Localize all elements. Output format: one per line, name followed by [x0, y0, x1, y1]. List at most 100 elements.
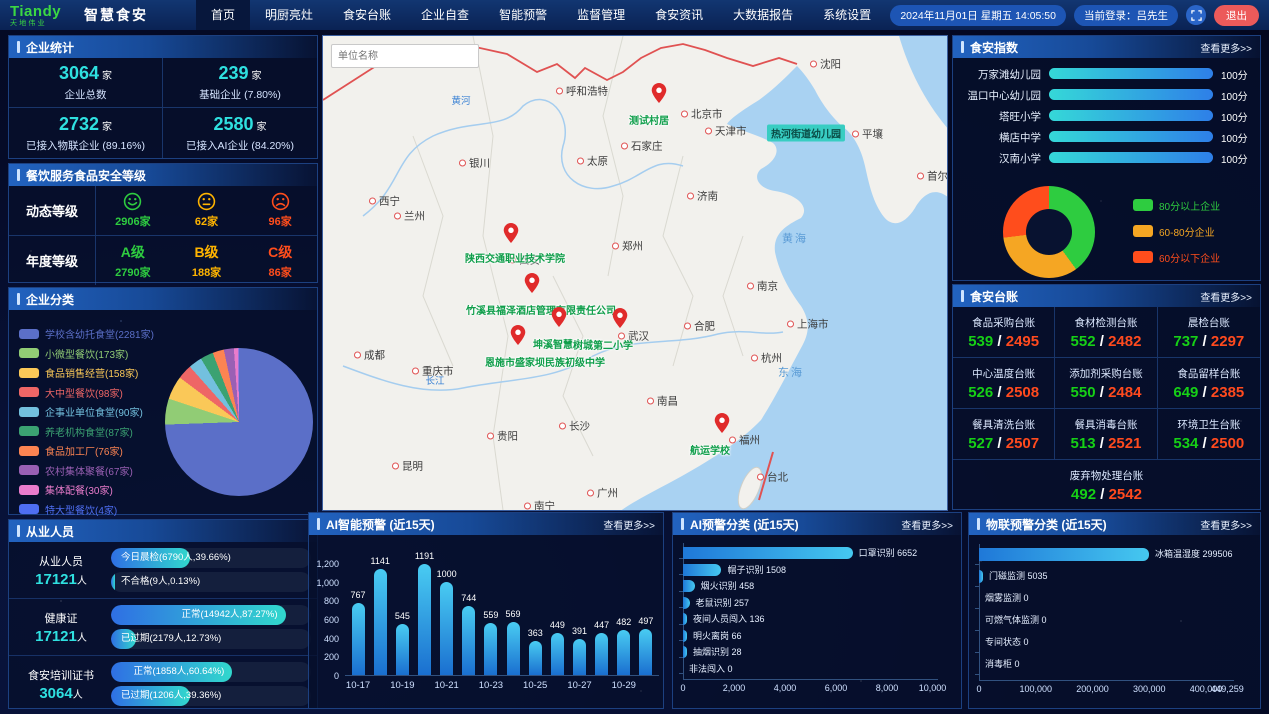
map-marker-pin[interactable]: [651, 83, 667, 108]
y-axis-tick-label: 600: [323, 615, 339, 625]
city-dot-icon: [487, 432, 494, 440]
safety-level-row: 年度等级 A级 2790家 B级 188家 C级 86家: [9, 235, 317, 285]
donut-legend-item[interactable]: 60-80分企业: [1133, 218, 1220, 244]
map-city-label: 济南: [687, 189, 718, 204]
y-axis-tick-label: 400: [323, 633, 339, 644]
donut-legend-item[interactable]: 80分以上企业: [1133, 192, 1220, 218]
map-city-label: 上海市: [787, 317, 829, 332]
map-marker-pin[interactable]: [714, 413, 730, 438]
row-tick: [679, 673, 683, 674]
map-marker-pin[interactable]: [503, 223, 519, 248]
map-city-label: 天津市: [705, 124, 747, 139]
stat-value: 2732 家: [59, 114, 112, 135]
safety-level-count: 86家: [268, 266, 292, 279]
nav-item[interactable]: 系统设置: [823, 8, 872, 22]
trend-bar: [418, 563, 431, 675]
panel-header: AI预警分类 (近15天) 查看更多>>: [673, 513, 961, 535]
pie-legend-item[interactable]: 特大型餐饮(4家): [19, 500, 154, 520]
y-axis-tick-label: 0: [333, 671, 339, 681]
fullscreen-button[interactable]: [1186, 5, 1206, 25]
pie-legend-item[interactable]: 养老机构食堂(87家): [19, 422, 154, 442]
map-city-label: 贵阳: [487, 429, 518, 444]
ledger-total-count: 2521: [1108, 434, 1142, 452]
view-more-link[interactable]: 查看更多>>: [1200, 292, 1252, 304]
staff-progress-text: 不合格(9人,0.13%): [121, 576, 201, 587]
pie-legend-item[interactable]: 食品销售经营(158家): [19, 363, 154, 383]
ledger-total-count: 2542: [1108, 486, 1142, 503]
view-more-link[interactable]: 查看更多>>: [1200, 43, 1252, 55]
staff-progress-text: 已过期(1206人,39.36%): [121, 690, 222, 701]
x-axis-tick-label: 10-23: [478, 680, 504, 691]
trend-bar-value: 1000: [436, 568, 457, 579]
ledger-done-count: 526: [968, 383, 994, 401]
trend-bar: [506, 621, 520, 675]
map-pin-icon: [503, 223, 519, 243]
nav-item[interactable]: 智能预警: [499, 8, 548, 22]
topbar: Tiandy 天地伟业 智慧食安 首页 明厨亮灶 食安台账 企业自查 智能预警 监督管理 食…: [0, 0, 1269, 30]
map-search-input[interactable]: [331, 44, 479, 68]
staff-progress-text: 正常(1858人,60.64%): [133, 666, 225, 677]
ledger-total-count: 2508: [1005, 383, 1040, 401]
pie-legend: 学校含幼托食堂(2281家) 小微型餐饮(173家) 食品销售经营(158家) 大中型…: [19, 324, 154, 519]
staff-row-stat: 健康证 17121人: [13, 610, 109, 645]
pie-legend-item[interactable]: 企事业单位食堂(90家): [19, 402, 154, 422]
city-name: 福州: [739, 434, 760, 447]
topbar-right: 2024年11月01日 星期五 14:05:50 当前登录：吕先生 退出: [890, 4, 1259, 26]
map-city-label: 南京: [747, 279, 778, 294]
stat-unit: 家: [102, 121, 113, 133]
panel-title: 食安台账: [970, 289, 1019, 304]
city-dot-icon: [810, 60, 817, 68]
ledger-separator: /: [993, 434, 1006, 452]
pie-legend-item[interactable]: 食品加工厂(76家): [19, 441, 154, 461]
panel-title: 食安指数: [970, 40, 1019, 55]
donut-legend-item[interactable]: 60分以下企业: [1133, 244, 1220, 270]
category-bar-label: 抽烟识别 28: [693, 647, 742, 657]
stat-label: 已接入物联企业 (89.16%): [25, 139, 146, 152]
view-more-link[interactable]: 查看更多>>: [603, 520, 655, 532]
nav-item[interactable]: 明厨亮灶: [265, 8, 314, 22]
staff-row-unit: 人: [72, 689, 83, 701]
nav-item[interactable]: 大数据报告: [733, 8, 794, 22]
legend-label: 养老机构食堂(87家): [45, 427, 133, 439]
staff-row-number: 3064人: [39, 684, 83, 702]
nav-item[interactable]: 食安资讯: [655, 8, 704, 22]
ledger-done-count: 513: [1070, 434, 1096, 452]
ledger-separator: /: [1095, 434, 1109, 452]
nav-item[interactable]: 食安台账: [343, 8, 392, 22]
pie-legend-item[interactable]: 小微型餐饮(173家): [19, 344, 154, 364]
city-dot-icon: [577, 157, 584, 165]
x-axis-line: [979, 680, 1234, 681]
map-city-label: 台北: [757, 470, 788, 485]
logout-button[interactable]: 退出: [1214, 4, 1259, 26]
map-marker-pin[interactable]: [551, 307, 567, 332]
city-name: 南宁: [534, 500, 555, 511]
nav-item[interactable]: 首页: [196, 0, 251, 30]
view-more-link[interactable]: 查看更多>>: [1200, 520, 1252, 532]
pie-legend-item[interactable]: 农村集体聚餐(67家): [19, 461, 154, 481]
nav-item[interactable]: 企业自查: [421, 8, 470, 22]
city-name: 石家庄: [631, 140, 663, 153]
map-city-label: 杭州: [751, 351, 782, 366]
map-highlight-label[interactable]: 热河街道幼儿园: [767, 124, 845, 142]
staff-progress-fill: [111, 662, 233, 682]
pie-legend-item[interactable]: 集体配餐(30家): [19, 480, 154, 500]
x-axis-tick-label: 6,000: [824, 683, 848, 693]
pie-legend-item[interactable]: 大中型餐饮(98家): [19, 383, 154, 403]
map-marker-pin[interactable]: [510, 325, 526, 350]
stat-value: 2580 家: [213, 114, 266, 135]
nav-item[interactable]: 监督管理: [577, 8, 626, 22]
ledger-total-count: 2484: [1108, 383, 1142, 401]
safety-level-item: C级 86家: [243, 236, 317, 285]
ledger-done-count: 552: [1070, 332, 1096, 350]
map-marker-pin[interactable]: [612, 308, 628, 333]
stat-cell: 2732 家已接入物联企业 (89.16%): [9, 108, 163, 158]
pie-legend-item[interactable]: 学校含幼托食堂(2281家): [19, 324, 154, 344]
panel-header: 食安指数 查看更多>>: [953, 36, 1260, 58]
legend-swatch: [19, 426, 39, 437]
view-more-link[interactable]: 查看更多>>: [901, 520, 953, 532]
staff-progress-bar: 不合格(9人,0.13%): [111, 572, 311, 592]
map-marker-pin[interactable]: [524, 273, 540, 298]
city-dot-icon: [618, 332, 625, 340]
trend-bar: [617, 630, 631, 675]
